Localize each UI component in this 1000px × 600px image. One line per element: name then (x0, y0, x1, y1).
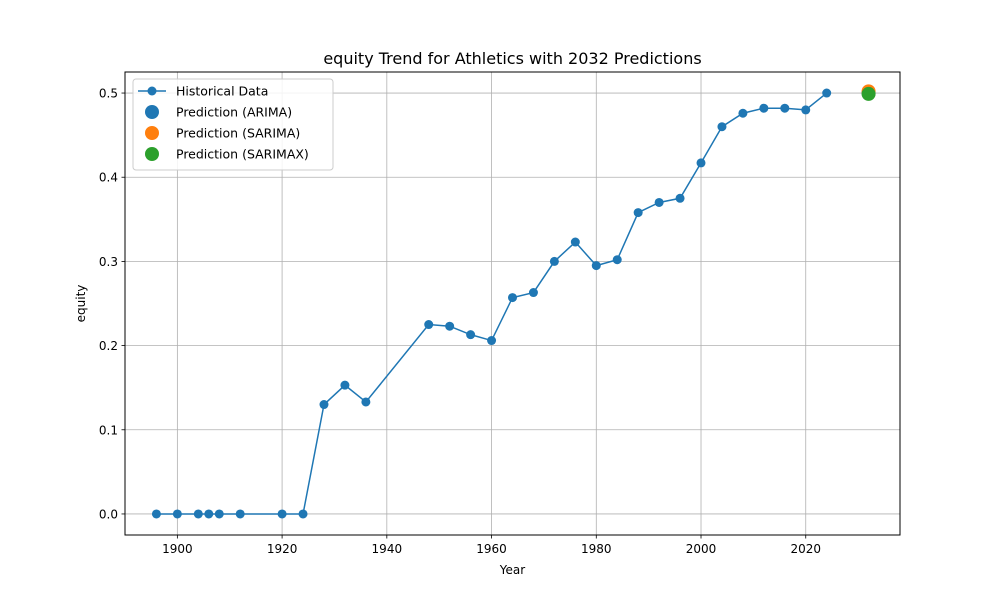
x-tick-label: 1900 (162, 542, 193, 556)
historical-data-point (361, 397, 371, 407)
legend-marker-swatch (145, 105, 159, 119)
historical-data-point (549, 256, 559, 266)
historical-data-point (445, 321, 455, 331)
legend-marker-swatch (145, 147, 159, 161)
x-tick-label: 2000 (686, 542, 717, 556)
x-tick-label: 2020 (790, 542, 821, 556)
plot-frame (124, 71, 901, 536)
historical-data-point (801, 105, 811, 115)
historical-data-point (204, 509, 214, 519)
y-tick-label: 0.1 (99, 423, 118, 437)
legend-label: Historical Data (176, 84, 268, 99)
historical-data-point (570, 237, 580, 247)
x-tick-label: 1940 (372, 542, 403, 556)
y-tick-label: 0.2 (99, 339, 118, 353)
y-tick-label: 0.4 (99, 171, 118, 185)
historical-data-point (717, 122, 727, 132)
historical-data-point (612, 255, 622, 265)
x-tick-label: 1960 (476, 542, 507, 556)
x-tick-label: 1980 (581, 542, 612, 556)
y-tick-label: 0.0 (99, 507, 118, 521)
historical-data-point (193, 509, 203, 519)
series-layer (151, 84, 876, 519)
grid (125, 72, 900, 535)
y-tick-label: 0.5 (99, 87, 118, 101)
historical-data-point (151, 509, 161, 519)
historical-data-point (738, 108, 748, 118)
historical-data-point (277, 509, 287, 519)
historical-data-point (759, 103, 769, 113)
chart-title: equity Trend for Athletics with 2032 Pre… (323, 49, 701, 68)
legend-marker-swatch (145, 126, 159, 140)
historical-data-point (298, 509, 308, 519)
historical-data-point (654, 197, 664, 207)
historical-data-point (591, 261, 601, 271)
historical-data-point (172, 509, 182, 519)
x-tick-label: 1920 (267, 542, 298, 556)
historical-data-point (466, 330, 476, 340)
historical-data-point (214, 509, 224, 519)
historical-data-point (696, 158, 706, 168)
historical-data-point (487, 336, 497, 346)
historical-data-point (340, 380, 350, 390)
historical-data-point (235, 509, 245, 519)
legend: Historical Data Prediction (ARIMA) Predict… (132, 78, 334, 171)
legend-label: Prediction (SARIMA) (176, 126, 300, 141)
ticks: 1900 1920 1940 1960 1980 2000 2020 0.0 0.1 0.2 0.3… (99, 87, 821, 556)
y-tick-label: 0.3 (99, 255, 118, 269)
historical-data-point (780, 103, 790, 113)
x-axis-label: Year (499, 563, 525, 577)
legend-label: Prediction (SARIMAX) (176, 147, 309, 162)
legend-marker-swatch (147, 86, 157, 96)
legend-box (132, 78, 334, 171)
historical-data-point (822, 88, 832, 98)
historical-data-point (528, 288, 538, 298)
historical-data-point (319, 400, 329, 410)
historical-data-point (424, 320, 434, 330)
historical-data-point (633, 208, 643, 218)
historical-data-point (508, 293, 517, 303)
y-axis-label: equity (74, 285, 88, 323)
prediction-point-prediction-sarimax (861, 86, 876, 101)
legend-label: Prediction (ARIMA) (176, 105, 292, 120)
historical-data-point (675, 193, 685, 203)
